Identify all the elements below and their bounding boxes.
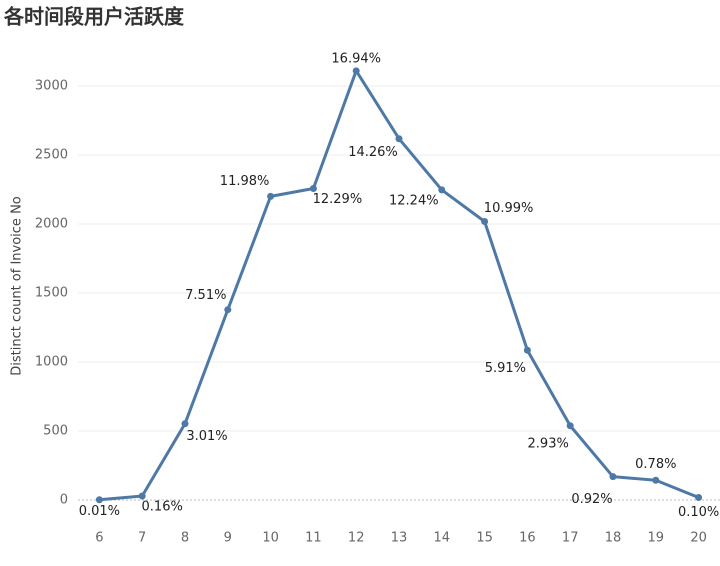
y-tick-label: 0 [60,493,68,508]
point [609,473,617,481]
x-tick-label: 20 [690,531,707,546]
value-label: 0.92% [571,492,612,507]
y-axis-label: Distinct count of Invoice No [10,196,25,376]
point [352,67,360,75]
chart-title: 各时间段用户活跃度 [3,5,185,29]
x-tick-label: 6 [95,531,103,546]
value-label: 12.29% [313,192,363,207]
y-tick-label: 2500 [35,148,68,163]
value-label: 16.94% [331,51,381,66]
point [652,476,660,484]
value-label: 2.93% [528,436,569,451]
point [181,420,189,428]
x-tick-label: 14 [434,531,451,546]
x-tick-label: 16 [519,531,536,546]
value-label: 10.99% [484,201,534,216]
x-tick-label: 10 [262,531,279,546]
value-label: 0.16% [142,499,183,514]
point [566,422,574,430]
point [267,192,275,200]
value-label: 12.24% [389,193,439,208]
point [309,185,317,193]
point [224,306,232,314]
value-label: 14.26% [348,145,398,160]
value-label: 11.98% [220,174,270,189]
point [438,186,446,194]
x-tick-label: 17 [562,531,579,546]
point [395,135,403,143]
y-tick-label: 2000 [35,217,68,232]
x-tick-label: 11 [305,531,322,546]
x-tick-label: 15 [476,531,493,546]
point [695,494,703,502]
x-tick-label: 12 [348,531,365,546]
y-tick-label: 500 [43,424,68,439]
value-label: 7.51% [185,288,226,303]
y-tick-label: 1000 [35,355,68,370]
value-label: 5.91% [485,361,526,376]
point [95,496,103,504]
value-label: 0.01% [79,504,120,519]
x-tick-label: 19 [648,531,665,546]
x-tick-label: 13 [391,531,408,546]
x-tick-label: 8 [181,531,189,546]
value-label: 0.78% [635,457,676,472]
value-label: 3.01% [186,429,227,444]
point [481,218,489,226]
point [523,346,531,354]
x-tick-label: 7 [138,531,146,546]
y-tick-label: 3000 [35,79,68,94]
y-tick-label: 1500 [35,286,68,301]
value-label: 0.10% [678,505,719,520]
x-tick-label: 9 [224,531,232,546]
x-tick-label: 18 [605,531,622,546]
point [138,492,146,500]
